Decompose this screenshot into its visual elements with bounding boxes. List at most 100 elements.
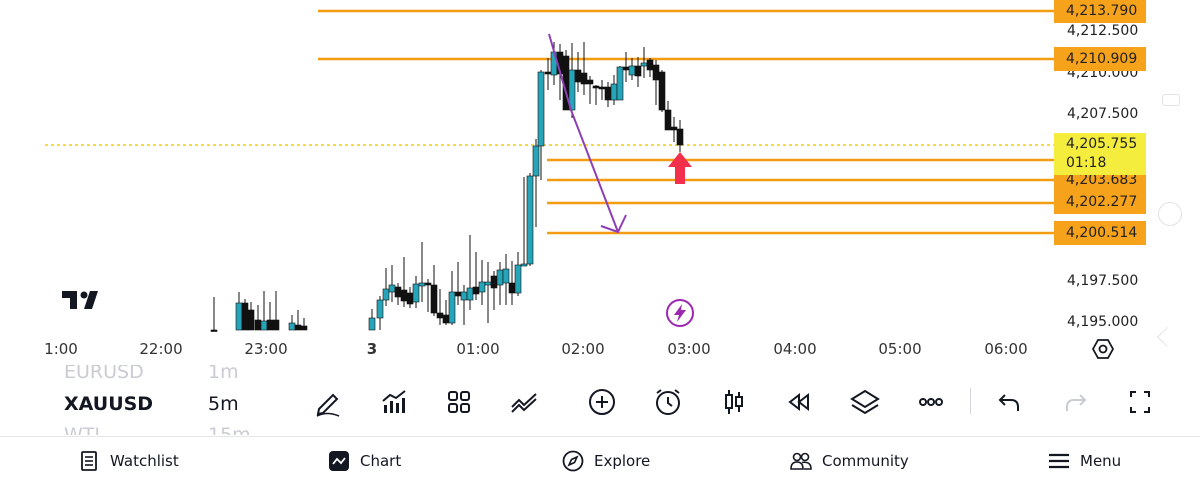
- candle: [376, 296, 384, 330]
- nav-menu[interactable]: Menu: [1048, 437, 1121, 484]
- time-axis-label: 3: [366, 340, 378, 358]
- candle: [254, 305, 262, 331]
- candle-body: [646, 59, 654, 71]
- candle: [382, 268, 390, 306]
- candle-body: [592, 85, 600, 89]
- candle: [478, 260, 486, 305]
- current-price-tag[interactable]: 4,205.755 01:18: [1054, 133, 1146, 175]
- community-icon: [790, 452, 812, 470]
- candle-body: [676, 128, 684, 146]
- candle: [466, 235, 474, 310]
- alert-clock-icon[interactable]: [650, 384, 686, 420]
- candle: [502, 254, 510, 305]
- candle-body: [272, 319, 280, 331]
- side-handle-bar: [1162, 94, 1180, 106]
- candle-body: [235, 302, 243, 331]
- layouts-icon[interactable]: [441, 384, 477, 420]
- arrow-segment-2: [570, 109, 619, 233]
- level-tag[interactable]: 4,210.909: [1054, 47, 1146, 71]
- replay-icon[interactable]: [781, 384, 817, 420]
- redo-icon[interactable]: [1058, 384, 1094, 420]
- candle: [490, 271, 498, 310]
- next-symbol[interactable]: WTI: [64, 424, 100, 435]
- candle-body: [388, 284, 396, 293]
- candle: [496, 262, 504, 305]
- undo-icon[interactable]: [991, 384, 1027, 420]
- red-up-arrow[interactable]: [668, 152, 692, 184]
- candle-body: [502, 268, 510, 284]
- level-tag[interactable]: 4,200.514: [1054, 221, 1146, 245]
- candle-body: [658, 71, 666, 111]
- layers-icon[interactable]: [847, 384, 883, 420]
- candle-body: [368, 317, 376, 331]
- add-icon[interactable]: [584, 384, 620, 420]
- candle-body: [580, 72, 588, 85]
- candle-body: [241, 302, 249, 331]
- candle: [664, 101, 672, 131]
- candle: [640, 47, 648, 78]
- candle-body: [490, 275, 498, 289]
- next-interval[interactable]: 15m: [208, 424, 251, 435]
- candle: [532, 139, 540, 227]
- candle-body: [544, 71, 552, 75]
- nav-explore[interactable]: Explore: [562, 437, 650, 484]
- candle-body: [424, 282, 432, 286]
- candle: [412, 276, 420, 308]
- candle: [406, 287, 414, 308]
- current-interval[interactable]: 5m: [208, 393, 239, 415]
- candle-body: [436, 312, 444, 319]
- candle: [610, 75, 618, 105]
- candle: [537, 70, 545, 180]
- candle: [586, 76, 594, 104]
- prev-symbol[interactable]: EURUSD: [64, 365, 144, 383]
- nav-explore-label: Explore: [594, 452, 651, 470]
- candle: [368, 309, 376, 331]
- candle: [424, 279, 432, 312]
- chart-area[interactable]: 4,212.500 4,210.000 4,207.500 4,197.500 …: [0, 0, 1152, 365]
- candle-body: [300, 325, 308, 331]
- fullscreen-icon[interactable]: [1122, 384, 1158, 420]
- candle-body: [520, 263, 528, 267]
- flash-icon[interactable]: [665, 298, 695, 328]
- time-axis-label: 06:00: [984, 340, 1028, 358]
- candle: [272, 291, 280, 331]
- candle: [544, 58, 552, 90]
- nav-community[interactable]: Community: [790, 437, 909, 484]
- candle: [508, 261, 516, 305]
- candle: [442, 300, 450, 325]
- candle-body: [496, 269, 504, 286]
- nav-watchlist[interactable]: Watchlist: [78, 437, 179, 484]
- symbol-picker[interactable]: EURUSD 1m XAUUSD 5m WTI 15m: [48, 365, 288, 435]
- templates-icon[interactable]: [506, 384, 542, 420]
- price-chart[interactable]: [0, 0, 1152, 365]
- side-handle-back: [1157, 327, 1177, 347]
- time-axis-label: 02:00: [561, 340, 605, 358]
- prev-interval[interactable]: 1m: [208, 365, 239, 383]
- candle: [266, 302, 274, 331]
- nav-watchlist-label: Watchlist: [110, 452, 179, 470]
- projection-arrow[interactable]: [548, 33, 627, 234]
- candle: [400, 257, 408, 307]
- indicators-icon[interactable]: [375, 384, 411, 420]
- compass-icon: [562, 450, 584, 472]
- candle-body: [460, 291, 468, 301]
- candles-icon[interactable]: [716, 384, 752, 420]
- draw-pen-icon[interactable]: [310, 384, 346, 420]
- candle-body: [604, 86, 612, 101]
- nav-chart[interactable]: Chart: [328, 437, 401, 484]
- candle: [460, 285, 468, 325]
- current-symbol[interactable]: XAUUSD: [64, 393, 154, 415]
- candle-body: [266, 319, 274, 331]
- price-axis-label: 4,197.500: [1067, 273, 1139, 289]
- level-tag[interactable]: 4,202.277: [1054, 190, 1146, 214]
- more-icon[interactable]: [913, 384, 949, 420]
- candle: [646, 58, 654, 77]
- candle-body: [526, 175, 534, 265]
- candle-body: [514, 264, 522, 294]
- level-tag[interactable]: 4,213.790: [1054, 0, 1146, 23]
- candle-body: [247, 309, 255, 331]
- chart-settings-icon[interactable]: [1091, 338, 1115, 360]
- candle-body: [670, 126, 678, 131]
- candle-body: [412, 283, 420, 303]
- candle-body: [664, 109, 672, 131]
